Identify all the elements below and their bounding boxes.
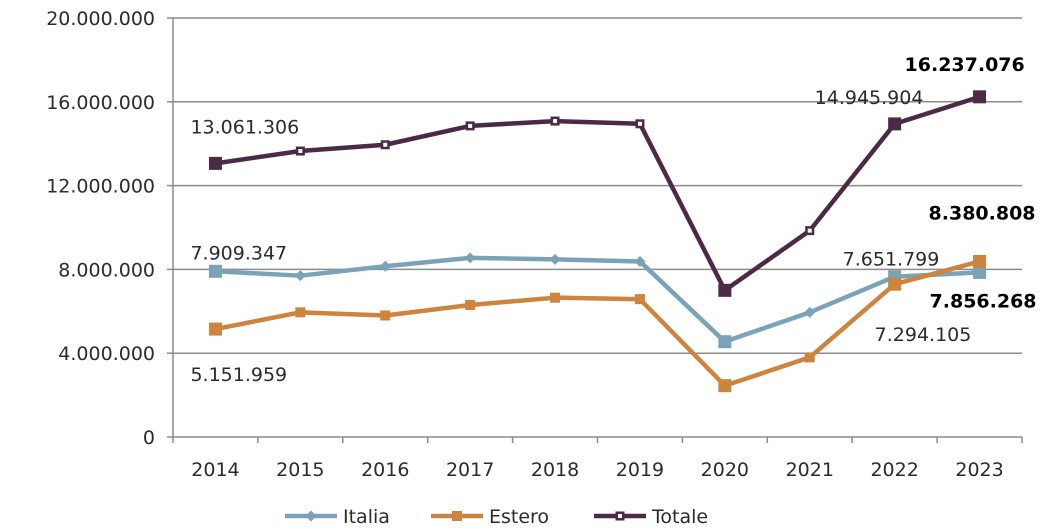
series-marker	[380, 310, 391, 321]
data-label: 13.061.306	[190, 116, 299, 138]
series-marker-inner	[383, 142, 388, 147]
series-marker	[208, 156, 222, 170]
x-tick-label: 2014	[191, 459, 239, 481]
series-marker	[634, 294, 645, 305]
series-marker	[718, 379, 732, 393]
series-marker	[973, 90, 987, 104]
series-marker	[549, 253, 561, 265]
series-lines	[208, 90, 987, 393]
y-tick-label: 0	[143, 427, 155, 449]
y-tick-label: 16.000.000	[46, 92, 155, 114]
data-label: 14.945.904	[815, 87, 924, 109]
legend-label: Totale	[651, 506, 708, 528]
x-tick-label: 2016	[361, 459, 409, 481]
series-marker-inner	[807, 228, 812, 233]
legend: Italia Estero Totale	[285, 506, 708, 528]
x-tick-label: 2017	[446, 459, 494, 481]
series-marker	[634, 255, 646, 267]
y-tick-label: 20.000.000	[46, 8, 155, 30]
series-marker-inner	[468, 123, 473, 128]
legend-item-estero: Estero	[431, 506, 549, 528]
legend-label: Estero	[489, 506, 549, 528]
series-marker	[973, 254, 987, 268]
series-totale	[208, 90, 987, 297]
y-tick-label: 4.000.000	[58, 343, 155, 365]
x-tick-label: 2020	[701, 459, 749, 481]
legend-marker-inner	[618, 514, 622, 518]
data-label: 7.909.347	[190, 242, 287, 264]
data-label: 7.651.799	[843, 249, 940, 271]
series-marker	[305, 510, 317, 522]
data-label: 7.856.268	[930, 290, 1037, 312]
y-tick-label: 12.000.000	[46, 176, 155, 198]
data-label: 8.380.808	[929, 202, 1036, 224]
series-marker	[804, 306, 816, 318]
series-marker	[208, 322, 222, 336]
series-marker	[550, 292, 561, 303]
legend-label: Italia	[343, 506, 390, 528]
series-marker	[208, 264, 222, 278]
series-marker	[804, 352, 815, 363]
series-marker	[888, 277, 902, 291]
series-marker	[379, 260, 391, 272]
data-labels: 13.061.306 14.945.904 16.237.076 7.909.347 7…	[190, 54, 1036, 386]
gridlines	[173, 17, 1022, 354]
legend-item-italia: Italia	[285, 506, 390, 528]
data-label: 16.237.076	[905, 54, 1025, 76]
series-marker-inner	[637, 121, 642, 126]
x-tick-label: 2022	[870, 459, 918, 481]
series-marker-inner	[553, 119, 558, 124]
series-marker	[294, 270, 306, 282]
series-line	[215, 94, 981, 293]
series-marker	[452, 511, 462, 521]
series-marker	[464, 252, 476, 264]
data-label: 7.294.105	[875, 324, 972, 346]
series-marker	[888, 117, 902, 131]
series-marker	[973, 265, 987, 279]
series-marker	[465, 300, 476, 311]
series-marker	[718, 283, 732, 297]
x-tick-label: 2015	[276, 459, 324, 481]
series-line	[215, 259, 981, 388]
series-marker-inner	[298, 149, 303, 154]
x-tick-label: 2018	[531, 459, 579, 481]
axes: 0 4.000.000 8.000.000 12.000.000 16.000.000 2…	[46, 8, 1023, 481]
x-tick-label: 2021	[786, 459, 834, 481]
y-tick-label: 8.000.000	[58, 259, 155, 281]
x-tick-label: 2019	[616, 459, 664, 481]
series-line	[215, 255, 980, 344]
data-label: 5.151.959	[190, 364, 287, 386]
series-italia	[208, 252, 987, 349]
legend-item-totale: Totale	[594, 506, 708, 528]
series-marker	[718, 335, 732, 349]
x-tick-label: 2023	[955, 459, 1003, 481]
series-estero	[208, 254, 987, 393]
series-marker	[295, 307, 306, 318]
